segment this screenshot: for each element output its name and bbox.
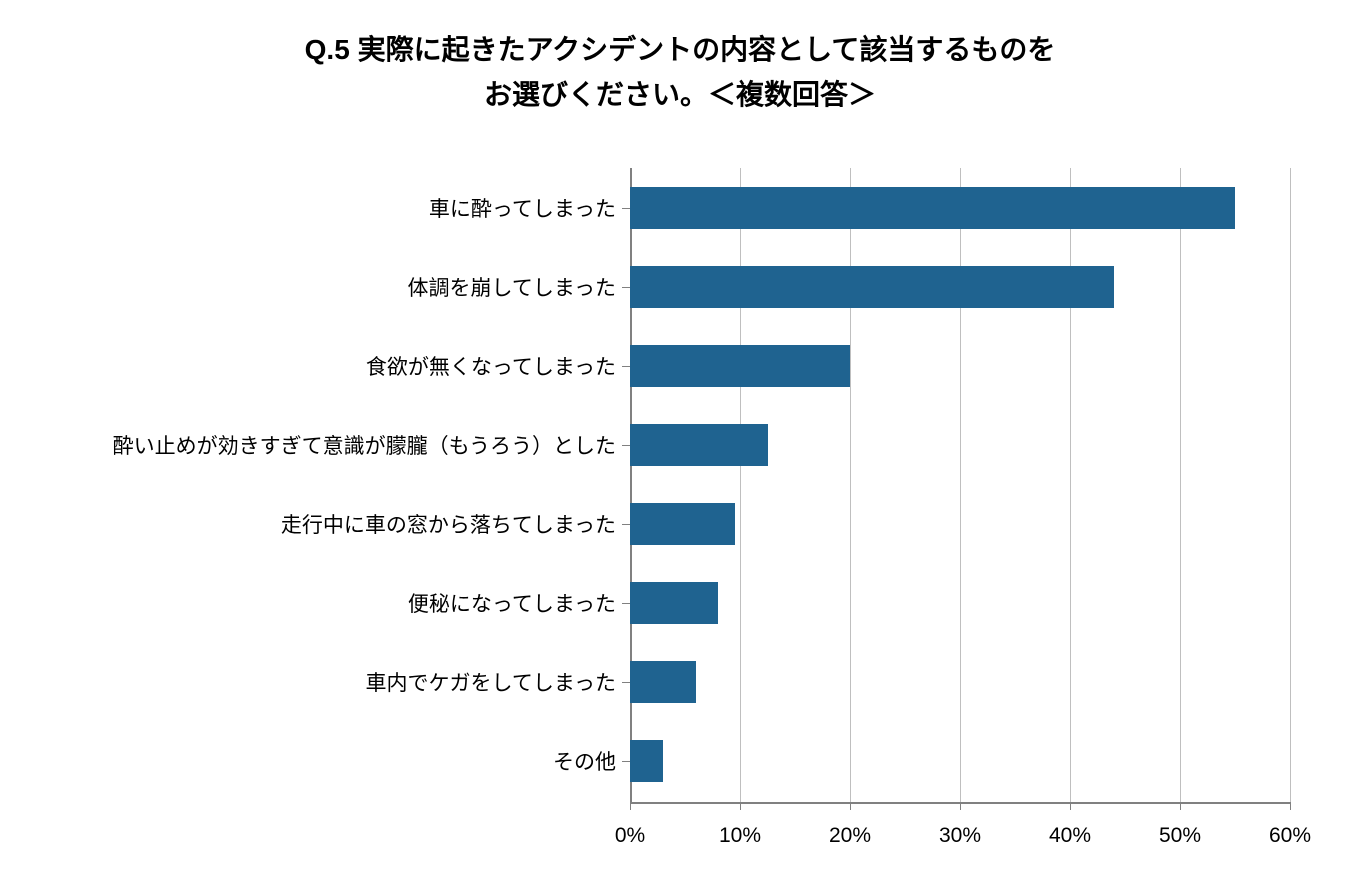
x-tick-label: 50%: [1159, 824, 1201, 848]
category-label: 体調を崩してしまった: [407, 272, 630, 302]
gridline: [850, 168, 851, 802]
x-tick-label: 60%: [1269, 824, 1311, 848]
chart-container: Q.5 実際に起きたアクシデントの内容として該当するものを お選びください。＜複…: [0, 0, 1360, 876]
category-label: 便秘になってしまった: [408, 588, 630, 618]
bar: [630, 266, 1114, 308]
title-line-2: お選びください。＜複数回答＞: [0, 73, 1360, 118]
category-label: その他: [553, 746, 630, 776]
x-tick-label: 10%: [719, 824, 761, 848]
title-line-1: Q.5 実際に起きたアクシデントの内容として該当するものを: [0, 28, 1360, 73]
y-axis: [630, 168, 632, 802]
x-axis: [630, 802, 1290, 804]
bar: [630, 424, 768, 466]
bar: [630, 661, 696, 703]
chart-title: Q.5 実際に起きたアクシデントの内容として該当するものを お選びください。＜複…: [0, 0, 1360, 118]
plot-area: 0%10%20%30%40%50%60%車に酔ってしまった体調を崩してしまった食…: [630, 168, 1290, 802]
gridline: [740, 168, 741, 802]
x-tick: [1290, 802, 1291, 810]
bar: [630, 187, 1235, 229]
bar: [630, 345, 850, 387]
x-tick-label: 0%: [615, 824, 645, 848]
category-label: 食欲が無くなってしまった: [366, 351, 630, 381]
bar: [630, 740, 663, 782]
gridline: [1070, 168, 1071, 802]
category-label: 車内でケガをしてしまった: [365, 667, 630, 697]
gridline: [1290, 168, 1291, 802]
bar: [630, 582, 718, 624]
gridline: [960, 168, 961, 802]
bar: [630, 503, 735, 545]
x-tick-label: 40%: [1049, 824, 1091, 848]
category-label: 走行中に車の窓から落ちてしまった: [281, 509, 630, 539]
category-label: 酔い止めが効きすぎて意識が朦朧（もうろう）とした: [113, 430, 630, 460]
x-tick-label: 20%: [829, 824, 871, 848]
category-label: 車に酔ってしまった: [429, 193, 630, 223]
x-tick-label: 30%: [939, 824, 981, 848]
gridline: [1180, 168, 1181, 802]
